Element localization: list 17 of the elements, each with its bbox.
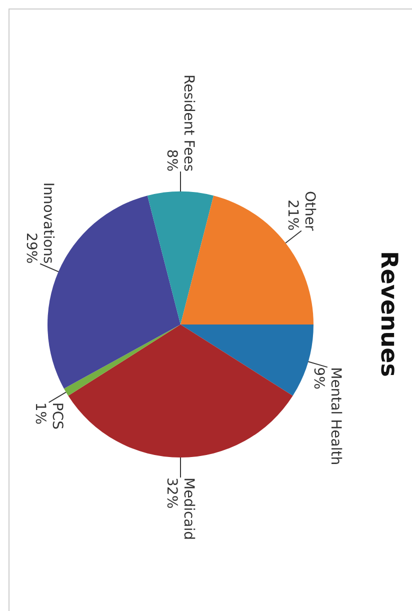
slice-label: PCS	[48, 402, 64, 430]
slice-label: Resident Fees	[180, 74, 196, 171]
pie-slice	[68, 324, 292, 457]
slice-label: Other	[300, 190, 317, 230]
data-label: 32%	[163, 477, 179, 508]
data-label: 1%	[31, 402, 48, 424]
slice-label: Innovations	[40, 182, 56, 264]
data-label: 9%	[310, 366, 326, 389]
slice-label: Mental Health	[326, 366, 343, 465]
pie-slice	[63, 324, 180, 396]
data-label: 29%	[22, 232, 39, 264]
pie-slice	[146, 191, 214, 324]
pie-slice	[180, 324, 313, 396]
data-label: 8%	[163, 148, 179, 171]
slice-label: Medicaid	[180, 477, 196, 540]
data-label: 21%	[284, 199, 300, 230]
text: Revenues	[375, 250, 401, 378]
